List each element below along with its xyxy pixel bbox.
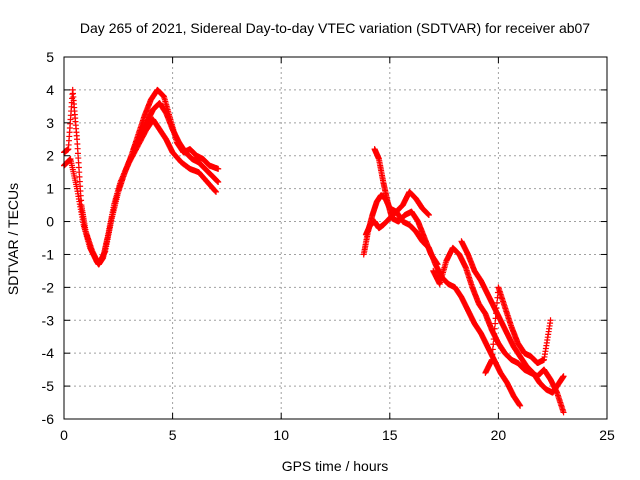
series-trace-i	[482, 284, 554, 376]
y-tick-label: -4	[42, 345, 55, 361]
y-tick-label: -6	[42, 411, 55, 427]
data-point	[492, 315, 499, 322]
data-point	[434, 261, 441, 268]
x-tick-label: 20	[491, 427, 507, 443]
data-point	[489, 351, 496, 358]
data-point	[560, 409, 567, 416]
series-trace-c	[130, 100, 222, 186]
series-trace-h	[458, 238, 567, 396]
data-point	[491, 325, 498, 332]
plot-frame	[63, 56, 608, 420]
y-tick-label: -3	[42, 312, 55, 328]
data-point	[488, 356, 495, 363]
axes: 0 5 10 15 20 25 -6 -5 -4 -3 -2 -1 0 1 2 3 4 5	[42, 49, 615, 443]
data-point	[492, 320, 499, 327]
y-tick-label: 5	[46, 49, 54, 65]
data-point	[213, 188, 220, 195]
data-point	[489, 346, 496, 353]
data-point	[215, 179, 222, 186]
x-tick-label: 10	[273, 427, 289, 443]
y-tick-label: -1	[42, 246, 55, 262]
data-point	[493, 310, 500, 317]
y-tick-label: 0	[46, 214, 54, 230]
y-tick-label: 4	[46, 82, 54, 98]
data-point	[547, 317, 554, 324]
chart-title: Day 265 of 2021, Sidereal Day-to-day VTE…	[80, 20, 590, 36]
y-tick-label: 1	[46, 181, 54, 197]
data-point	[493, 305, 500, 312]
series-trace-e	[362, 208, 524, 409]
y-tick-label: 3	[46, 115, 54, 131]
x-tick-label: 5	[169, 427, 177, 443]
data-point	[517, 402, 524, 409]
x-tick-label: 25	[599, 427, 615, 443]
series-trace-f	[371, 146, 441, 268]
data-point	[215, 165, 222, 172]
series-trace-b	[61, 86, 222, 268]
x-axis-label: GPS time / hours	[282, 458, 389, 474]
x-tick-label: 15	[382, 427, 398, 443]
y-tick-label: -5	[42, 378, 55, 394]
y-axis-label: SDTVAR / TECUs	[5, 183, 21, 295]
data-point	[212, 188, 219, 195]
data-point	[425, 211, 432, 218]
data-point	[491, 330, 498, 337]
y-tick-label: 2	[46, 148, 54, 164]
data-point	[490, 336, 497, 343]
data-point	[560, 373, 567, 380]
data-point	[490, 341, 497, 348]
data-point	[494, 299, 501, 306]
data-points	[61, 86, 567, 416]
y-tick-label: -2	[42, 279, 55, 295]
x-tick-label: 0	[60, 427, 68, 443]
